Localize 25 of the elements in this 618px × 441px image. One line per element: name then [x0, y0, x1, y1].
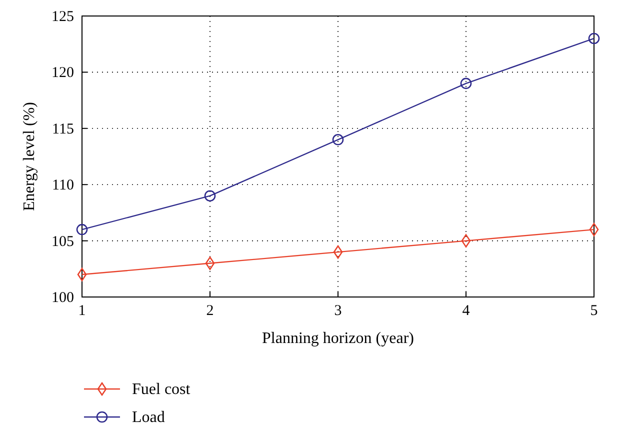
y-tick-label: 120: [52, 65, 74, 82]
y-tick-label: 125: [52, 9, 74, 25]
y-tick-label: 105: [52, 234, 74, 250]
legend-label: Fuel cost: [132, 381, 191, 398]
point: [460, 78, 472, 90]
point: [204, 190, 216, 202]
x-tick-label: 2: [206, 303, 214, 319]
x-tick-label: 4: [462, 303, 470, 319]
point: [588, 32, 600, 44]
point: [333, 245, 343, 259]
point: [461, 234, 471, 248]
x-tick-label: 5: [590, 303, 598, 319]
x-tick-label: 3: [334, 303, 342, 319]
y-tick-label: 100: [52, 290, 74, 306]
y-tick-label: 115: [52, 121, 74, 138]
legend-label: Load: [132, 409, 165, 426]
x-tick-label: 1: [78, 303, 86, 319]
y-axis-title: Energy level (%): [21, 102, 38, 211]
point: [589, 222, 599, 236]
x-axis-title: Planning horizon (year): [262, 330, 414, 347]
point: [332, 134, 344, 146]
point: [76, 224, 88, 236]
y-tick-label: 110: [52, 178, 74, 194]
point: [77, 268, 87, 282]
point: [205, 256, 215, 270]
